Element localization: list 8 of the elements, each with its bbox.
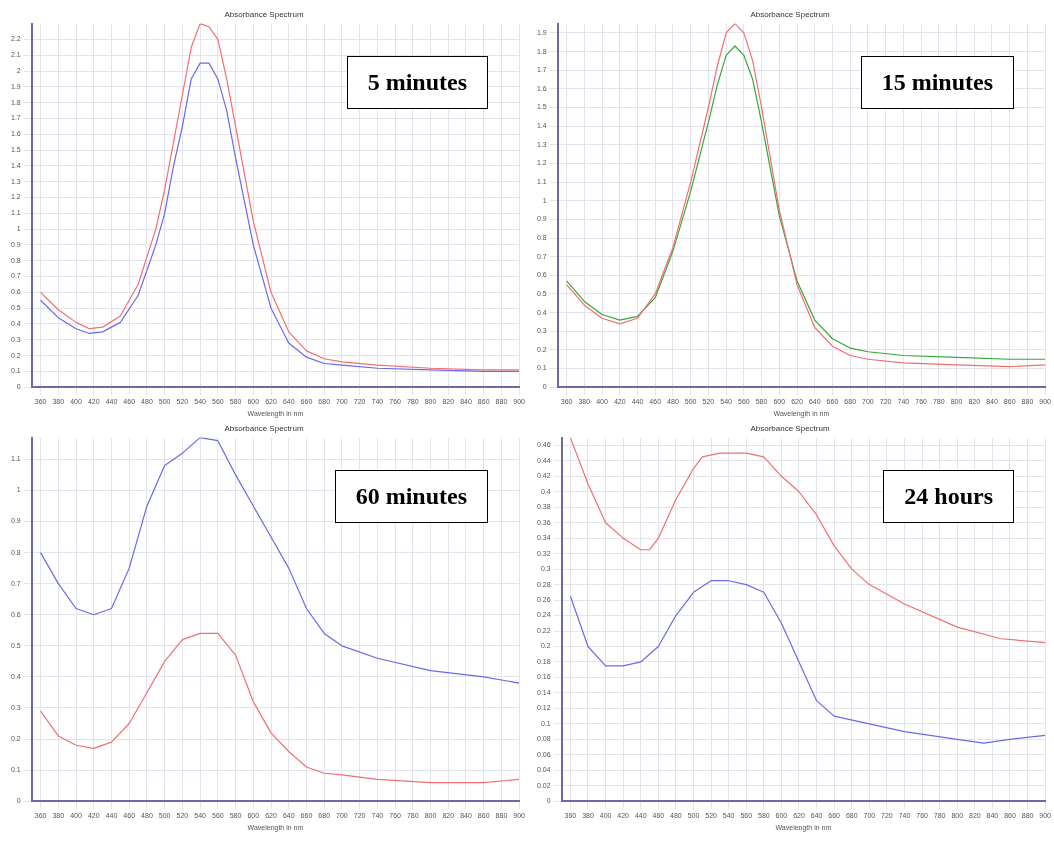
chart-title: Absorbance Spectrum bbox=[750, 424, 830, 433]
annotation: 60 minutes bbox=[334, 470, 488, 523]
chart-title: Absorbance Spectrum bbox=[224, 10, 304, 19]
annotation: 15 minutes bbox=[860, 56, 1014, 109]
chart-title: Absorbance Spectrum bbox=[224, 424, 304, 433]
chart-title: Absorbance Spectrum bbox=[750, 10, 830, 19]
annotation: 24 hours bbox=[883, 470, 1014, 523]
annotation: 5 minutes bbox=[346, 56, 488, 109]
